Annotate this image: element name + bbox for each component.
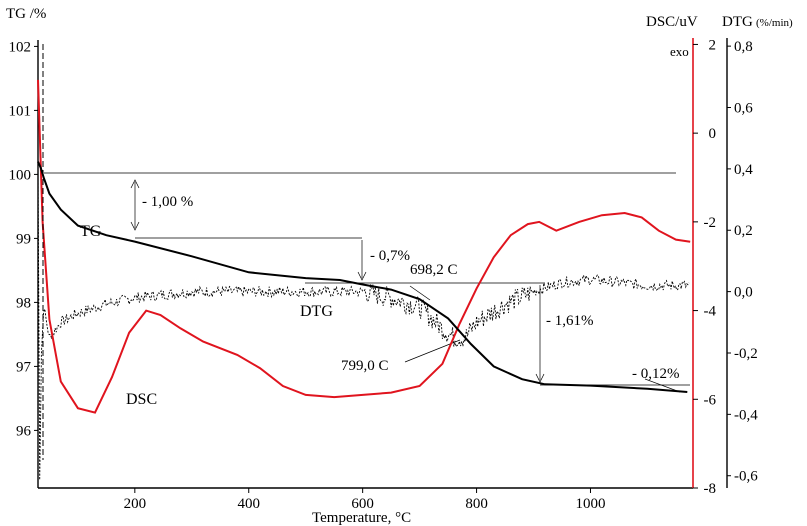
pointer-012 [644, 378, 681, 393]
dtg-axis-unit: (%/min) [756, 17, 793, 29]
pointer-698 [409, 285, 431, 301]
annotation-loss-4: - 0,12% [632, 366, 680, 382]
dtg-tick-label: 0,8 [734, 39, 753, 55]
dsc-curve [37, 79, 691, 414]
annotation-temp-698: 698,2 C [410, 262, 458, 278]
dtg-tick-label: 0,2 [734, 223, 753, 239]
dtg-axis-title: DTG [722, 14, 753, 30]
dsc-axis-ticks: -8 -6 -4 -2 0 2 [693, 37, 716, 497]
tg-tick-label: 99 [16, 231, 31, 247]
x-tick-label: 800 [465, 496, 488, 512]
annotation-temp-799: 799,0 C [341, 358, 389, 374]
tg-axis-title: TG /% [6, 6, 46, 22]
tg-axis-ticks: 96 97 98 99 100 101 102 [9, 39, 38, 439]
tg-tick-label: 102 [9, 39, 32, 55]
x-tick-label: 1000 [575, 496, 605, 512]
dsc-curve-label: DSC [126, 391, 157, 408]
annotation-loss-2: - 0,7% [370, 248, 410, 264]
x-axis-title: Temperature, °C [312, 510, 411, 526]
tg-tick-label: 101 [9, 103, 32, 119]
tg-curve [37, 161, 688, 393]
dtg-tick-label: -0,4 [734, 407, 758, 423]
dtg-tick-label: 0,4 [734, 162, 753, 178]
dsc-exo-label: exo [670, 44, 689, 59]
dtg-tick-label: 0,6 [734, 101, 753, 117]
x-tick-label: 600 [351, 496, 374, 512]
tg-tick-label: 97 [16, 359, 32, 375]
tg-tick-label: 96 [16, 423, 32, 439]
annotation-loss-1: - 1,00 % [142, 194, 193, 210]
dsc-tick-label: -6 [704, 392, 717, 408]
dsc-axis-title: DSC/uV [646, 14, 698, 30]
x-tick-label: 400 [237, 496, 260, 512]
tg-curve-label: TG [80, 223, 102, 240]
dtg-curve-label: DTG [300, 303, 333, 320]
dtg-curve [37, 168, 690, 480]
x-tick-label: 200 [124, 496, 147, 512]
annotation-loss-3: - 1,61% [546, 313, 594, 329]
dsc-tick-label: 2 [709, 37, 717, 53]
tg-tick-label: 100 [9, 167, 32, 183]
dsc-tick-label: -4 [704, 304, 717, 320]
dsc-tick-label: -2 [704, 215, 717, 231]
dsc-tick-label: -8 [704, 481, 717, 497]
dsc-tick-label: 0 [709, 126, 717, 142]
tg-tick-label: 98 [16, 295, 31, 311]
x-axis-ticks: 200 400 600 800 1000 [124, 488, 605, 512]
dtg-axis-ticks: -0,6 -0,4 -0,2 0,0 0,2 0,4 0,6 0,8 [727, 39, 758, 485]
dtg-tick-label: -0,6 [734, 469, 758, 485]
dtg-tick-label: -0,2 [734, 346, 758, 362]
dtg-tick-label: 0,0 [734, 285, 753, 301]
